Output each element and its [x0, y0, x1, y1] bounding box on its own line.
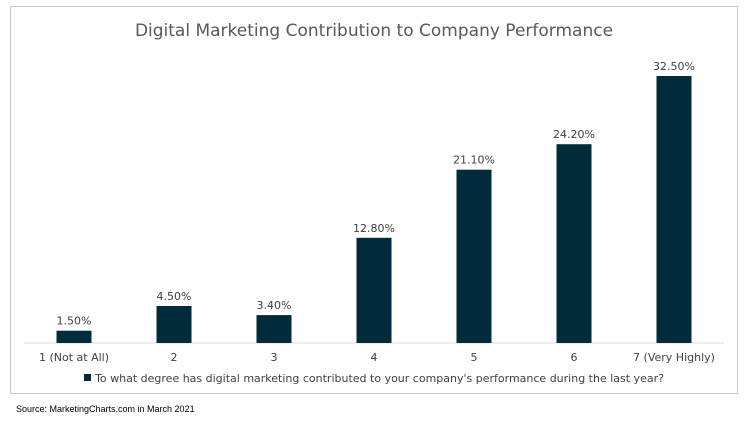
- chart-title: Digital Marketing Contribution to Compan…: [134, 21, 614, 41]
- legend-label: To what degree has digital marketing con…: [95, 372, 664, 385]
- x-tick-label: 4: [371, 351, 378, 364]
- x-tick-label: 1 (Not at All): [39, 351, 109, 364]
- chart-plot-area: 1.50% 1 (Not at All) 4.50% 2 3.40% 3 12.80% 4 21…: [24, 60, 724, 364]
- bar: [356, 237, 392, 343]
- bar: [256, 315, 292, 343]
- data-label: 32.50%: [653, 60, 695, 73]
- data-label: 24.20%: [553, 128, 595, 141]
- bar: [56, 330, 92, 343]
- bar: [556, 144, 592, 343]
- data-label: 3.40%: [257, 299, 292, 312]
- x-tick-label: 2: [171, 351, 178, 364]
- x-tick-label: 6: [571, 351, 578, 364]
- chart-frame: Digital Marketing Contribution to Compan…: [10, 6, 738, 394]
- x-tick-label: 3: [271, 351, 278, 364]
- data-label: 1.50%: [57, 315, 92, 328]
- bar: [156, 306, 192, 343]
- x-tick-label: 7 (Very Highly): [633, 351, 715, 364]
- bar: [456, 169, 492, 343]
- data-label: 21.10%: [453, 154, 495, 167]
- data-label: 12.80%: [353, 222, 395, 235]
- chart-legend: To what degree has digital marketing con…: [11, 372, 737, 385]
- x-tick-label: 5: [471, 351, 478, 364]
- source-note: Source: MarketingCharts.com in March 202…: [16, 404, 195, 414]
- data-label: 4.50%: [157, 290, 192, 303]
- legend-swatch: [84, 374, 92, 381]
- bar: [656, 76, 692, 343]
